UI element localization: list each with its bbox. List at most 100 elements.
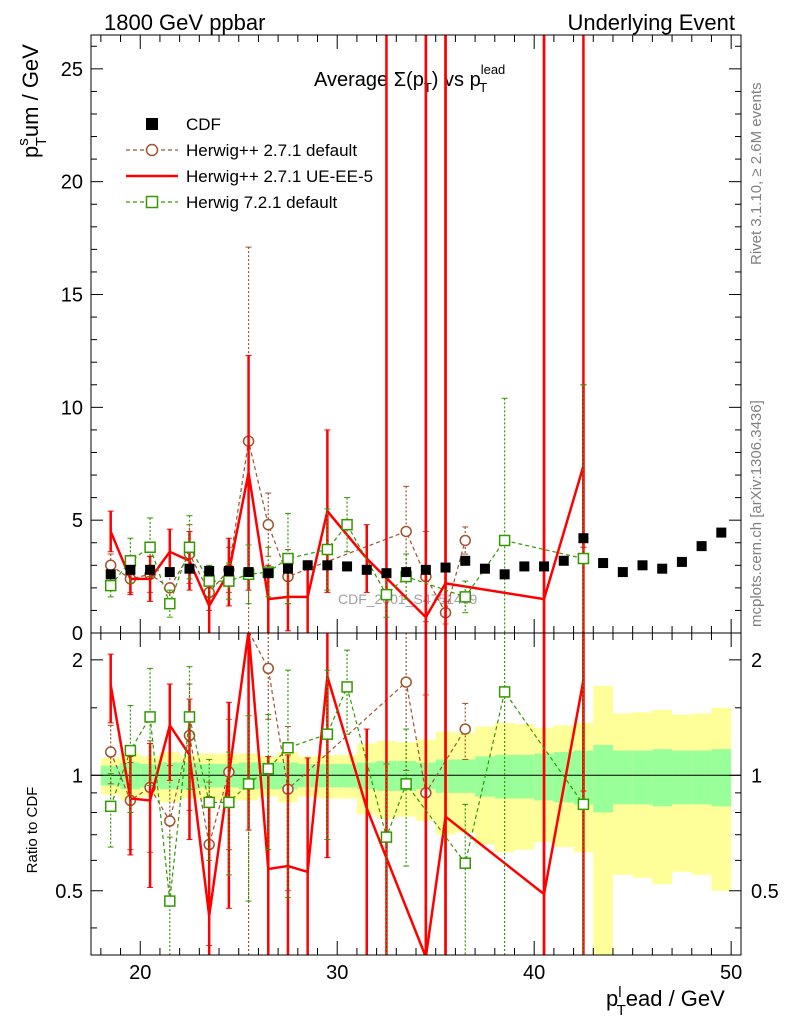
- band-green: [672, 750, 692, 805]
- ylabel-rest: um / GeV: [18, 44, 43, 137]
- data-point-cdf: [263, 568, 274, 579]
- data-point-cdf: [204, 565, 215, 576]
- data-point: [400, 525, 412, 538]
- ytick-label: 20: [61, 172, 83, 194]
- band-green: [494, 754, 515, 799]
- data-point-cdf: [696, 541, 707, 552]
- data-point: [577, 798, 590, 811]
- main-ylabel: psTum / GeV: [15, 44, 50, 158]
- data-point-cdf: [381, 568, 392, 579]
- data-point: [164, 597, 176, 610]
- data-point-cdf: [539, 561, 550, 572]
- data-point: [282, 552, 294, 565]
- data-point-cdf: [598, 558, 609, 569]
- ratio-ytick-label: 0.5: [55, 881, 83, 903]
- data-point-cdf: [322, 560, 333, 571]
- legend-marker: [145, 195, 159, 209]
- data-point-cdf: [282, 563, 293, 574]
- data-point-cdf: [420, 564, 431, 575]
- data-point-cdf: [499, 569, 510, 580]
- band-green: [593, 744, 613, 813]
- data-point-cdf: [460, 555, 471, 566]
- series-line: [109, 633, 585, 955]
- legend-label: CDF: [186, 115, 221, 134]
- data-point: [400, 778, 412, 790]
- data-point: [498, 534, 511, 547]
- legend: CDF Herwig++ 2.7.1 default Herwig++ 2.7.1 …: [126, 115, 373, 212]
- data-point: [459, 857, 471, 869]
- data-point: [341, 681, 353, 693]
- xlabel-rest: ead / GeV: [626, 986, 725, 1011]
- title-avg: Average Σ(p: [314, 69, 424, 91]
- band-green: [612, 750, 633, 805]
- data-point-cdf: [716, 527, 727, 538]
- data-point: [203, 796, 215, 809]
- data-point: [380, 831, 393, 843]
- data-point-cdf: [145, 564, 156, 575]
- data-point-cdf: [578, 533, 589, 544]
- data-point: [164, 895, 176, 907]
- ytick-label: 10: [61, 397, 83, 419]
- data-point: [321, 543, 334, 556]
- legend-marker: [146, 118, 158, 130]
- data-point: [124, 555, 137, 567]
- data-point: [262, 763, 275, 775]
- legend-label: Herwig 7.2.1 default: [186, 193, 337, 212]
- data-point: [183, 541, 196, 553]
- data-point: [164, 815, 176, 827]
- xlabel-p: p: [606, 986, 618, 1011]
- data-point: [380, 588, 393, 601]
- ratio-ytick-label: 1: [72, 765, 83, 787]
- xtick-label: 40: [523, 962, 545, 984]
- data-point: [282, 741, 294, 754]
- data-point-cdf: [105, 569, 116, 580]
- data-point: [223, 575, 235, 587]
- ylabel-p: p: [18, 146, 43, 158]
- data-point: [104, 800, 117, 813]
- ytick-label: 15: [61, 285, 83, 307]
- data-point: [459, 591, 471, 603]
- data-point: [242, 778, 255, 790]
- data-point-cdf: [479, 563, 490, 574]
- data-point-cdf: [125, 564, 136, 575]
- data-point-cdf: [184, 563, 195, 574]
- title-t-sub: T: [424, 80, 432, 95]
- data-point: [262, 518, 275, 531]
- title-mid: ) vs p: [432, 69, 481, 91]
- data-point-cdf: [361, 564, 372, 575]
- ratio-ytick-label-right: 2: [751, 650, 762, 672]
- xtick-label: 30: [326, 962, 348, 984]
- title-lead-sub: T: [479, 80, 487, 95]
- xtick-label: 50: [720, 962, 742, 984]
- data-point: [144, 711, 156, 723]
- data-point: [203, 575, 215, 587]
- data-point-cdf: [617, 567, 628, 578]
- data-point: [459, 723, 471, 735]
- ytick-label: 5: [72, 510, 83, 532]
- series-line: [110, 685, 584, 902]
- data-point-cdf: [243, 567, 254, 578]
- rivet-label: Rivet 3.1.10, ≥ 2.6M events: [748, 83, 765, 266]
- data-point-cdf: [164, 567, 175, 578]
- band-green: [514, 754, 535, 799]
- xtick-label: 20: [129, 962, 151, 984]
- data-point: [262, 662, 275, 675]
- data-point: [104, 559, 117, 572]
- data-point: [400, 676, 412, 688]
- data-point-cdf: [558, 555, 569, 566]
- data-point: [124, 744, 137, 757]
- data-point-cdf: [440, 562, 451, 573]
- ytick-label: 25: [61, 59, 83, 81]
- xlabel-sub: T: [617, 1002, 626, 1019]
- ytick-label: 0: [72, 623, 83, 645]
- data-point: [321, 728, 334, 740]
- ratio-ytick-label-right: 0.5: [751, 881, 779, 903]
- band-green: [455, 759, 476, 793]
- band-green: [691, 750, 712, 805]
- main-marks: [104, 35, 727, 633]
- data-point-cdf: [519, 561, 530, 572]
- ratio-ytick-label: 2: [72, 650, 83, 672]
- ratio-ylabel: Ratio to CDF: [24, 787, 41, 874]
- data-point-cdf: [302, 560, 313, 571]
- band-green: [632, 750, 653, 805]
